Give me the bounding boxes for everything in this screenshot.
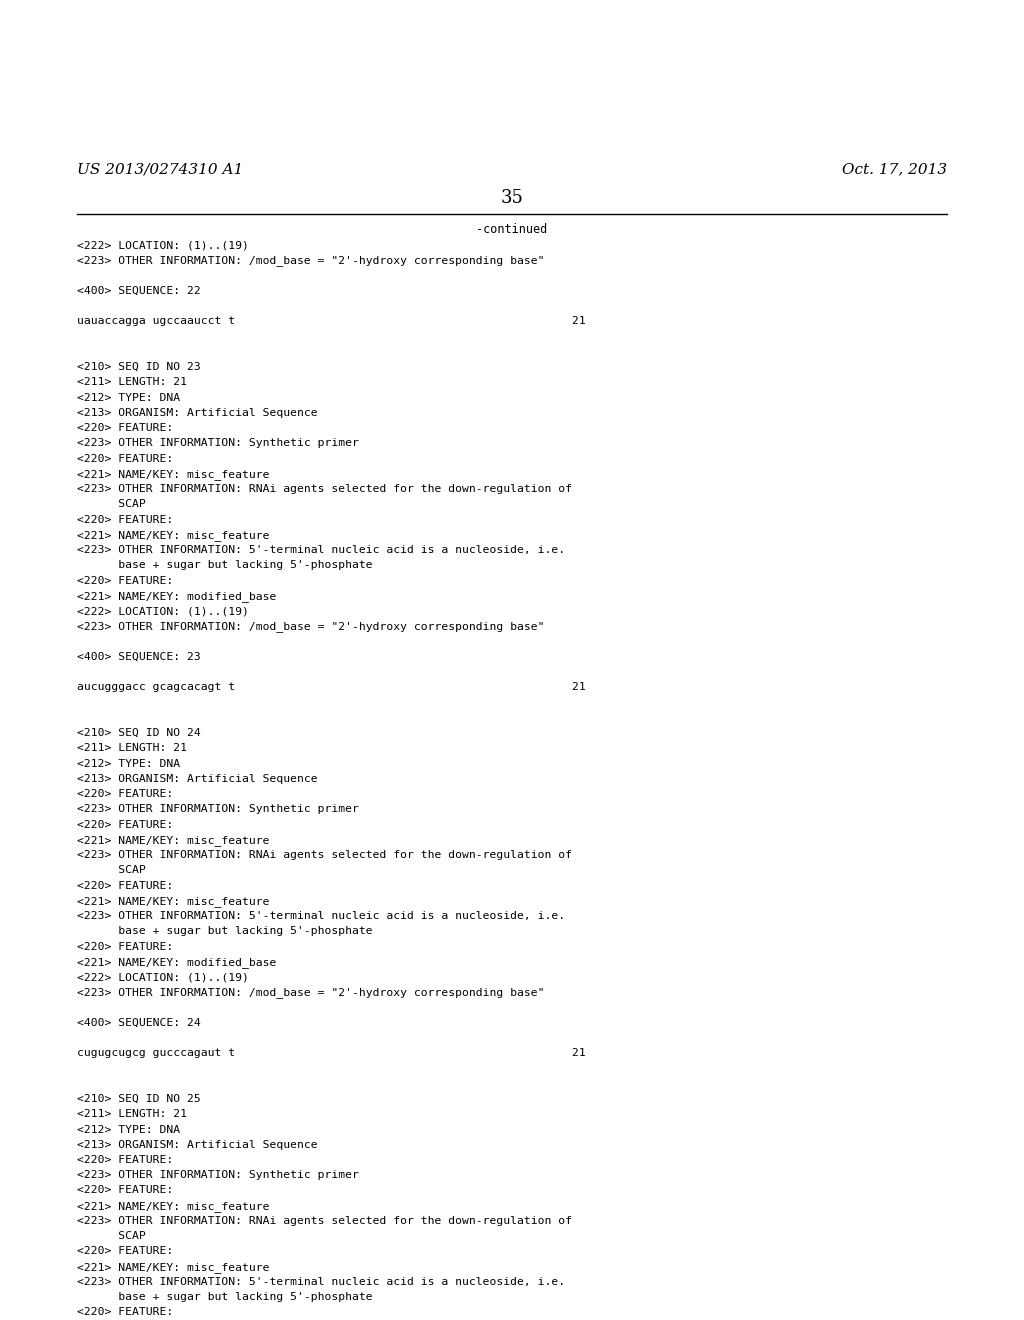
Text: <221> NAME/KEY: misc_feature: <221> NAME/KEY: misc_feature: [77, 834, 269, 846]
Text: <220> FEATURE:: <220> FEATURE:: [77, 1185, 173, 1196]
Text: <210> SEQ ID NO 23: <210> SEQ ID NO 23: [77, 362, 201, 372]
Text: <223> OTHER INFORMATION: /mod_base = "2'-hydroxy corresponding base": <223> OTHER INFORMATION: /mod_base = "2'…: [77, 987, 545, 998]
Text: <223> OTHER INFORMATION: 5'-terminal nucleic acid is a nucleoside, i.e.: <223> OTHER INFORMATION: 5'-terminal nuc…: [77, 545, 565, 556]
Text: <220> FEATURE:: <220> FEATURE:: [77, 1155, 173, 1166]
Text: <221> NAME/KEY: misc_feature: <221> NAME/KEY: misc_feature: [77, 1201, 269, 1212]
Text: <213> ORGANISM: Artificial Sequence: <213> ORGANISM: Artificial Sequence: [77, 408, 317, 418]
Text: <223> OTHER INFORMATION: 5'-terminal nucleic acid is a nucleoside, i.e.: <223> OTHER INFORMATION: 5'-terminal nuc…: [77, 911, 565, 921]
Text: <221> NAME/KEY: misc_feature: <221> NAME/KEY: misc_feature: [77, 896, 269, 907]
Text: <220> FEATURE:: <220> FEATURE:: [77, 454, 173, 463]
Text: <400> SEQUENCE: 22: <400> SEQUENCE: 22: [77, 286, 201, 296]
Text: SCAP: SCAP: [77, 1232, 145, 1241]
Text: <221> NAME/KEY: modified_base: <221> NAME/KEY: modified_base: [77, 591, 276, 602]
Text: <223> OTHER INFORMATION: Synthetic primer: <223> OTHER INFORMATION: Synthetic prime…: [77, 804, 358, 814]
Text: <221> NAME/KEY: modified_base: <221> NAME/KEY: modified_base: [77, 957, 276, 968]
Text: <223> OTHER INFORMATION: /mod_base = "2'-hydroxy corresponding base": <223> OTHER INFORMATION: /mod_base = "2'…: [77, 256, 545, 267]
Text: SCAP: SCAP: [77, 499, 145, 510]
Text: -continued: -continued: [476, 223, 548, 236]
Text: <211> LENGTH: 21: <211> LENGTH: 21: [77, 743, 186, 754]
Text: <223> OTHER INFORMATION: 5'-terminal nucleic acid is a nucleoside, i.e.: <223> OTHER INFORMATION: 5'-terminal nuc…: [77, 1276, 565, 1287]
Text: <222> LOCATION: (1)..(19): <222> LOCATION: (1)..(19): [77, 240, 249, 251]
Text: <223> OTHER INFORMATION: RNAi agents selected for the down-regulation of: <223> OTHER INFORMATION: RNAi agents sel…: [77, 484, 571, 494]
Text: <220> FEATURE:: <220> FEATURE:: [77, 820, 173, 829]
Text: <210> SEQ ID NO 24: <210> SEQ ID NO 24: [77, 729, 201, 738]
Text: US 2013/0274310 A1: US 2013/0274310 A1: [77, 162, 243, 177]
Text: <220> FEATURE:: <220> FEATURE:: [77, 515, 173, 524]
Text: cugugcugcg gucccagaut t                                                 21: cugugcugcg gucccagaut t 21: [77, 1048, 586, 1059]
Text: <220> FEATURE:: <220> FEATURE:: [77, 880, 173, 891]
Text: <223> OTHER INFORMATION: Synthetic primer: <223> OTHER INFORMATION: Synthetic prime…: [77, 1171, 358, 1180]
Text: <213> ORGANISM: Artificial Sequence: <213> ORGANISM: Artificial Sequence: [77, 774, 317, 784]
Text: base + sugar but lacking 5'-phosphate: base + sugar but lacking 5'-phosphate: [77, 927, 373, 936]
Text: 35: 35: [501, 189, 523, 207]
Text: <211> LENGTH: 21: <211> LENGTH: 21: [77, 378, 186, 388]
Text: <212> TYPE: DNA: <212> TYPE: DNA: [77, 393, 180, 403]
Text: aucugggacc gcagcacagt t                                                 21: aucugggacc gcagcacagt t 21: [77, 682, 586, 693]
Text: <400> SEQUENCE: 24: <400> SEQUENCE: 24: [77, 1018, 201, 1028]
Text: <222> LOCATION: (1)..(19): <222> LOCATION: (1)..(19): [77, 972, 249, 982]
Text: <223> OTHER INFORMATION: Synthetic primer: <223> OTHER INFORMATION: Synthetic prime…: [77, 438, 358, 449]
Text: <220> FEATURE:: <220> FEATURE:: [77, 789, 173, 799]
Text: <220> FEATURE:: <220> FEATURE:: [77, 941, 173, 952]
Text: <222> LOCATION: (1)..(19): <222> LOCATION: (1)..(19): [77, 606, 249, 616]
Text: <212> TYPE: DNA: <212> TYPE: DNA: [77, 1125, 180, 1134]
Text: <210> SEQ ID NO 25: <210> SEQ ID NO 25: [77, 1094, 201, 1104]
Text: <211> LENGTH: 21: <211> LENGTH: 21: [77, 1109, 186, 1119]
Text: <223> OTHER INFORMATION: RNAi agents selected for the down-regulation of: <223> OTHER INFORMATION: RNAi agents sel…: [77, 1216, 571, 1226]
Text: base + sugar but lacking 5'-phosphate: base + sugar but lacking 5'-phosphate: [77, 1292, 373, 1303]
Text: Oct. 17, 2013: Oct. 17, 2013: [842, 162, 947, 177]
Text: uauaccagga ugccaaucct t                                                 21: uauaccagga ugccaaucct t 21: [77, 317, 586, 326]
Text: base + sugar but lacking 5'-phosphate: base + sugar but lacking 5'-phosphate: [77, 561, 373, 570]
Text: <223> OTHER INFORMATION: /mod_base = "2'-hydroxy corresponding base": <223> OTHER INFORMATION: /mod_base = "2'…: [77, 622, 545, 632]
Text: <221> NAME/KEY: misc_feature: <221> NAME/KEY: misc_feature: [77, 529, 269, 541]
Text: <221> NAME/KEY: misc_feature: <221> NAME/KEY: misc_feature: [77, 1262, 269, 1272]
Text: <221> NAME/KEY: misc_feature: <221> NAME/KEY: misc_feature: [77, 469, 269, 480]
Text: <220> FEATURE:: <220> FEATURE:: [77, 1307, 173, 1317]
Text: <400> SEQUENCE: 23: <400> SEQUENCE: 23: [77, 652, 201, 661]
Text: SCAP: SCAP: [77, 866, 145, 875]
Text: <223> OTHER INFORMATION: RNAi agents selected for the down-regulation of: <223> OTHER INFORMATION: RNAi agents sel…: [77, 850, 571, 861]
Text: <220> FEATURE:: <220> FEATURE:: [77, 424, 173, 433]
Text: <213> ORGANISM: Artificial Sequence: <213> ORGANISM: Artificial Sequence: [77, 1139, 317, 1150]
Text: <212> TYPE: DNA: <212> TYPE: DNA: [77, 759, 180, 768]
Text: <220> FEATURE:: <220> FEATURE:: [77, 576, 173, 586]
Text: <220> FEATURE:: <220> FEATURE:: [77, 1246, 173, 1257]
